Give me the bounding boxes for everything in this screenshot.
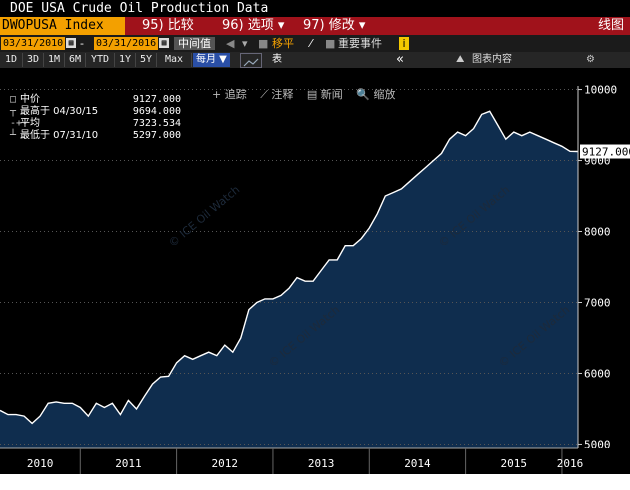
range-3d[interactable]: 3D — [23, 53, 44, 67]
terminal-window: 5000 6000 7000 8000 9000 10000 9127.000 2010 201… — [0, 0, 630, 474]
legend-label: 最低于 07/31/10 — [20, 130, 99, 141]
table-view-button[interactable]: 表 — [272, 54, 282, 65]
range-1y[interactable]: 1Y — [115, 53, 136, 67]
high-marker-icon: ┬ — [10, 106, 17, 117]
zoom-tool[interactable]: 🔍 缩放 — [356, 88, 396, 101]
line-chart-icon — [243, 58, 259, 67]
ticker-field[interactable]: DWOPUSA Index — [0, 17, 125, 35]
x-tick-label: 2013 — [308, 457, 335, 470]
calc-mode-select[interactable]: 中间值 — [174, 37, 215, 50]
date-controls: 03/31/2010 ▦ - 03/31/2016 ▦ 中间值 ◀ ▾ ■ 移平… — [0, 35, 630, 52]
track-tool[interactable]: + 追踪 — [212, 88, 247, 101]
last-value-tag — [580, 144, 630, 159]
x-tick-label: 2016 — [557, 457, 584, 470]
range-1m[interactable]: 1M — [44, 53, 65, 67]
x-tick-label: 2015 — [501, 457, 528, 470]
title-bar: DOE USA Crude Oil Production Data — [0, 0, 630, 17]
range-1d[interactable]: 1D — [0, 53, 23, 67]
gear-icon[interactable]: ⚙ — [586, 54, 595, 65]
range-5y[interactable]: 5Y — [136, 53, 157, 67]
low-marker-icon: ┴ — [10, 130, 17, 141]
last-value-text: 9127.000 — [582, 146, 630, 159]
series-line — [0, 110, 579, 425]
date-dash: - — [80, 37, 84, 50]
legend-value: 9127.000 — [132, 94, 181, 105]
legend-label: 平均 — [20, 118, 40, 129]
y-tick-label: 10000 — [584, 84, 617, 97]
chart-toolbar: + 追踪 ⟋ 注释 ▤ 新闻 🔍 缩放 — [212, 86, 406, 102]
x-tick-label: 2010 — [27, 457, 54, 470]
calendar-icon[interactable]: ▦ — [66, 38, 76, 48]
x-tick-label: 2012 — [212, 457, 239, 470]
y-tick-label: 6000 — [584, 367, 611, 380]
chart-content-label[interactable]: 图表内容 — [472, 54, 512, 65]
x-axis-band — [0, 448, 630, 474]
range-ytd[interactable]: YTD — [86, 53, 115, 67]
calendar-icon[interactable]: ▦ — [159, 38, 169, 48]
legend-label: 最高于 04/30/15 — [20, 106, 99, 117]
events-label[interactable]: 重要事件 — [338, 37, 382, 50]
legend-value: 9694.000 — [132, 106, 181, 117]
moving-avg-square-icon: ■ — [258, 37, 269, 50]
average-marker-icon: -+- — [10, 118, 29, 129]
x-tick-label: 2014 — [404, 457, 431, 470]
compare-menu[interactable]: 95) 比较 — [142, 18, 194, 33]
range-6m[interactable]: 6M — [65, 53, 86, 67]
x-tick-label: 2011 — [115, 457, 142, 470]
menu-bar: DWOPUSA Index 95) 比较 96) 选项 ▾ 97) 修改 ▾ 线… — [0, 17, 630, 35]
legend-value: 5297.000 — [132, 130, 181, 141]
draw-line-icon[interactable]: ⁄ — [310, 37, 312, 50]
series-area — [0, 111, 578, 449]
events-square-icon: ■ — [325, 37, 336, 50]
legend-value: 7323.534 — [132, 118, 181, 129]
chart-title: DOE USA Crude Oil Production Data — [10, 1, 269, 16]
modify-menu[interactable]: 97) 修改 ▾ — [303, 18, 366, 33]
range-max[interactable]: Max — [157, 53, 192, 67]
annotate-tool[interactable]: ⟋ 注释 — [260, 88, 294, 101]
options-menu[interactable]: 96) 选项 ▾ — [222, 18, 285, 33]
y-tick-label: 8000 — [584, 226, 611, 239]
legend-label: 中价 — [20, 94, 40, 105]
line-chart-label: 线图 — [597, 18, 624, 33]
start-date-input[interactable]: 03/31/2010 — [1, 37, 66, 50]
y-tick-label: 7000 — [584, 296, 611, 309]
frequency-select[interactable]: 每月 ▼ — [193, 53, 230, 67]
line-style-icon[interactable] — [240, 53, 262, 68]
collapse-icon[interactable]: « — [396, 52, 404, 67]
range-bar: 1D 3D 1M 6M YTD 1Y 5Y Max 每月 ▼ 表 « ⛰ 图表内… — [0, 52, 630, 68]
info-icon[interactable]: i — [399, 37, 409, 50]
news-tool[interactable]: ▤ 新闻 — [306, 88, 343, 101]
left-arrow-icon[interactable]: ◀ — [226, 37, 235, 50]
legend-square-icon: □ — [10, 94, 17, 105]
end-date-input[interactable]: 03/31/2016 — [94, 37, 159, 50]
moving-avg-label[interactable]: 移平 — [272, 37, 294, 50]
chart-content-icon[interactable]: ⛰ — [456, 54, 465, 65]
dropdown-arrow-icon[interactable]: ▾ — [242, 37, 248, 50]
